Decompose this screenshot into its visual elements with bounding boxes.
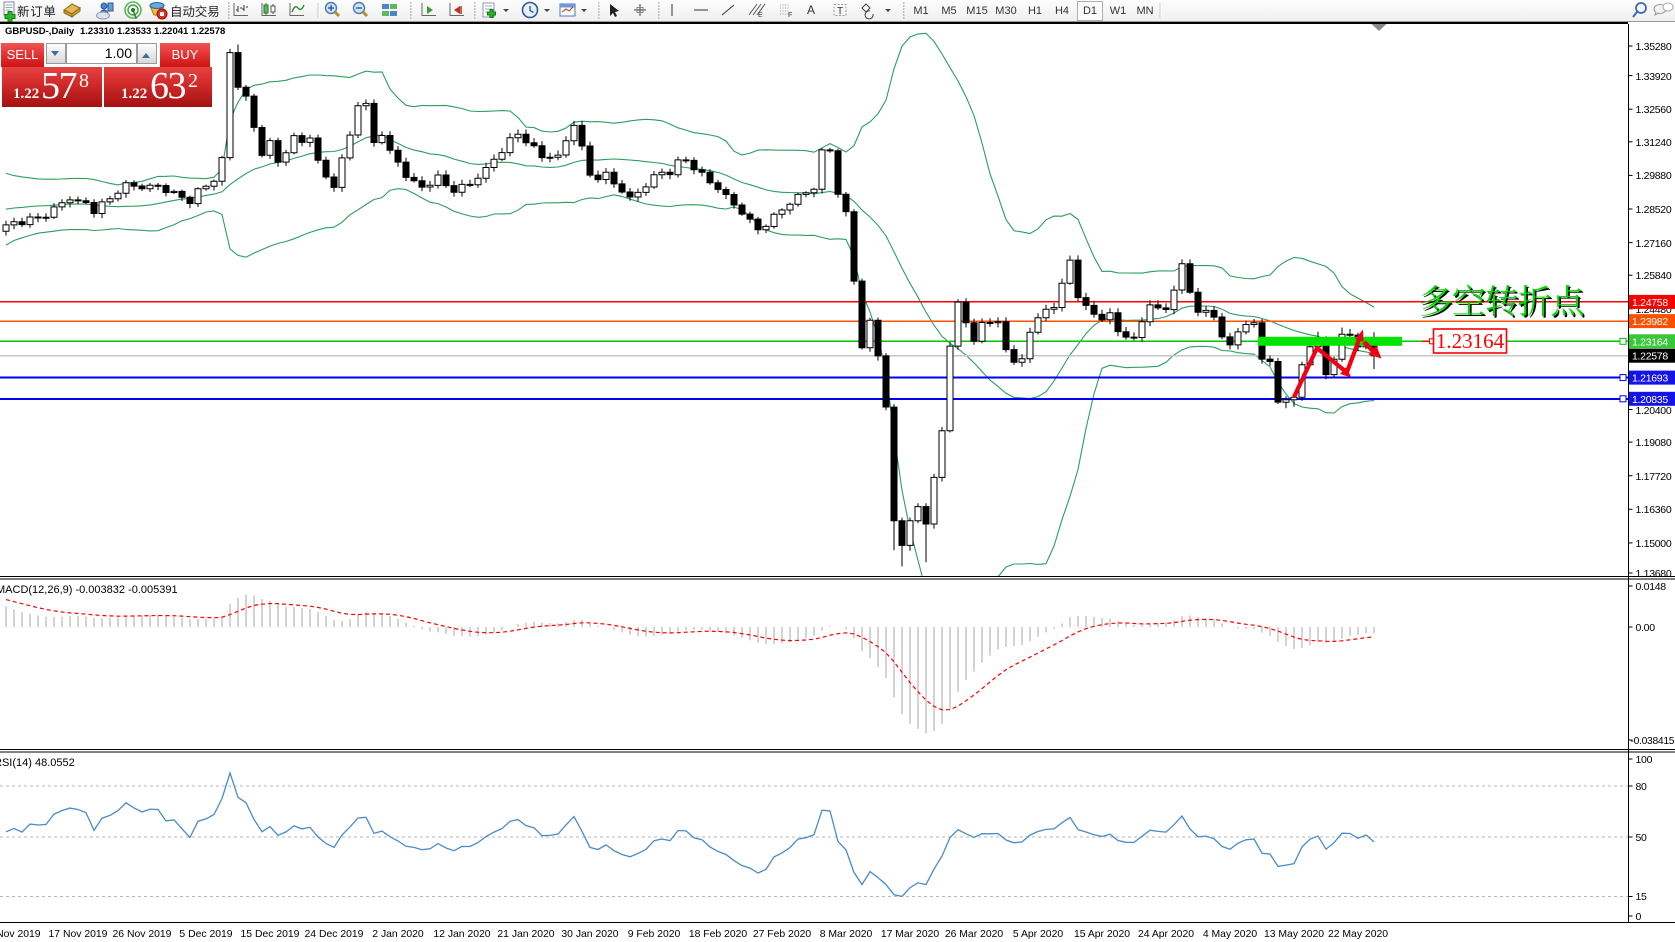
svg-text:8 Mar 2020: 8 Mar 2020 (820, 929, 873, 940)
svg-text:17 Mar 2020: 17 Mar 2020 (881, 929, 940, 940)
svg-text:15 Apr 2020: 15 Apr 2020 (1074, 929, 1130, 940)
svg-text:1.25840: 1.25840 (1636, 270, 1672, 282)
svg-text:E: E (758, 12, 763, 19)
svg-text:D1: D1 (1083, 5, 1097, 17)
svg-text:22 May 2020: 22 May 2020 (1328, 929, 1388, 940)
svg-text:T: T (837, 6, 843, 17)
svg-text:1.23164: 1.23164 (1436, 329, 1505, 353)
svg-text:M15: M15 (966, 5, 987, 17)
svg-text:M5: M5 (941, 5, 956, 17)
svg-text:1.17720: 1.17720 (1636, 471, 1672, 483)
svg-text:17 Nov 2019: 17 Nov 2019 (49, 929, 108, 940)
svg-text:M1: M1 (913, 5, 928, 17)
svg-text:21 Jan 2020: 21 Jan 2020 (497, 929, 554, 940)
svg-text:15: 15 (1636, 891, 1648, 903)
svg-text:H1: H1 (1028, 5, 1042, 17)
svg-text:1.32560: 1.32560 (1636, 104, 1672, 116)
svg-text:1.31240: 1.31240 (1636, 137, 1672, 149)
svg-text:MACD(12,26,9) -0.003832 -0.005: MACD(12,26,9) -0.003832 -0.005391 (0, 584, 178, 596)
svg-text:9 Feb 2020: 9 Feb 2020 (628, 929, 681, 940)
svg-text:1.16360: 1.16360 (1636, 504, 1672, 516)
svg-text:0.00: 0.00 (1636, 622, 1656, 634)
svg-text:1.13680: 1.13680 (1636, 568, 1672, 580)
svg-text:1.20835: 1.20835 (1632, 394, 1668, 406)
svg-text:0: 0 (1636, 911, 1642, 923)
svg-text:30 Jan 2020: 30 Jan 2020 (561, 929, 618, 940)
svg-text:80: 80 (1636, 781, 1648, 793)
svg-text:1.23982: 1.23982 (1632, 316, 1668, 328)
svg-text:1.24758: 1.24758 (1632, 297, 1668, 309)
svg-text:12 Jan 2020: 12 Jan 2020 (433, 929, 490, 940)
svg-text:1.33920: 1.33920 (1636, 71, 1672, 83)
svg-text:50: 50 (1636, 832, 1648, 844)
svg-text:1.23164: 1.23164 (1632, 336, 1668, 348)
svg-text:100: 100 (1636, 754, 1653, 766)
svg-text:1.22578: 1.22578 (1632, 351, 1668, 363)
svg-text:1.29880: 1.29880 (1636, 170, 1672, 182)
svg-text:1.35280: 1.35280 (1636, 41, 1672, 53)
svg-text:MN: MN (1136, 5, 1153, 17)
svg-text:8 Nov 2019: 8 Nov 2019 (0, 929, 41, 940)
svg-text:1.28520: 1.28520 (1636, 204, 1672, 216)
svg-text:-0.038415: -0.038415 (1631, 736, 1675, 747)
svg-text:GBPUSD-,Daily: GBPUSD-,Daily (5, 26, 75, 37)
svg-text:26 Mar 2020: 26 Mar 2020 (945, 929, 1004, 940)
svg-text:24 Dec 2019: 24 Dec 2019 (305, 929, 364, 940)
svg-text:4 May 2020: 4 May 2020 (1203, 929, 1258, 940)
svg-text:2 Jan 2020: 2 Jan 2020 (372, 929, 424, 940)
svg-text:RSI(14) 48.0552: RSI(14) 48.0552 (0, 757, 75, 769)
svg-text:5 Dec 2019: 5 Dec 2019 (179, 929, 232, 940)
svg-text:1.27160: 1.27160 (1636, 238, 1672, 250)
svg-text:1.15000: 1.15000 (1636, 538, 1672, 550)
svg-text:A: A (807, 3, 815, 17)
svg-text:18 Feb 2020: 18 Feb 2020 (689, 929, 748, 940)
svg-text:24 Apr 2020: 24 Apr 2020 (1138, 929, 1194, 940)
svg-text:0.0148: 0.0148 (1636, 581, 1667, 593)
svg-text:F: F (788, 12, 792, 19)
svg-text:1.21693: 1.21693 (1632, 373, 1668, 385)
svg-text:1.19080: 1.19080 (1636, 437, 1672, 449)
svg-text:1.23310 1.23533 1.22041 1.2257: 1.23310 1.23533 1.22041 1.22578 (80, 26, 225, 37)
svg-text:15 Dec 2019: 15 Dec 2019 (241, 929, 300, 940)
svg-text:13 May 2020: 13 May 2020 (1264, 929, 1324, 940)
svg-text:27 Feb 2020: 27 Feb 2020 (753, 929, 812, 940)
svg-text:H4: H4 (1055, 5, 1069, 17)
svg-text:5 Apr 2020: 5 Apr 2020 (1013, 929, 1063, 940)
svg-text:W1: W1 (1110, 5, 1127, 17)
svg-text:1.20400: 1.20400 (1636, 405, 1672, 417)
svg-text:M30: M30 (995, 5, 1016, 17)
svg-text:26 Nov 2019: 26 Nov 2019 (113, 929, 172, 940)
